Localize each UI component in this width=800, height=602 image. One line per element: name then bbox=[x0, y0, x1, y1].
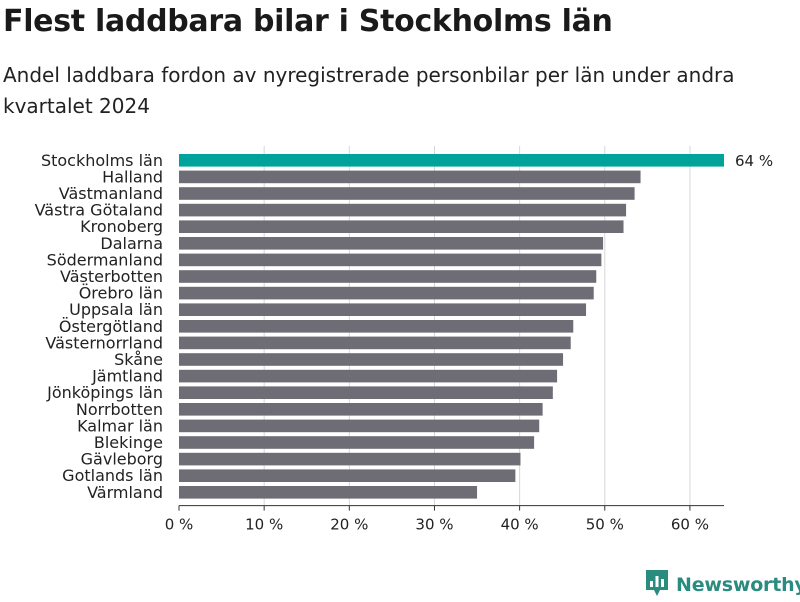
x-axis: 0 % 10 % 20 % 30 % 40 % 50 % 60 % bbox=[165, 505, 724, 534]
category-label: Skåne bbox=[114, 350, 163, 369]
bar-västerbotten bbox=[179, 270, 597, 283]
bar-kalmar-län bbox=[179, 419, 540, 433]
category-label: Gotlands län bbox=[62, 466, 163, 485]
category-label: Västmanland bbox=[59, 184, 163, 203]
x-tick-label: 20 % bbox=[330, 516, 368, 534]
newsworthy-logo: Newsworthy bbox=[644, 568, 800, 602]
bar-halland bbox=[179, 170, 641, 184]
bar-skåne bbox=[179, 353, 564, 366]
bar-värmland bbox=[179, 486, 478, 499]
x-tick-label: 40 % bbox=[501, 516, 539, 534]
category-label: Stockholms län bbox=[41, 151, 163, 170]
bar-blekinge bbox=[179, 436, 535, 449]
category-label: Västra Götaland bbox=[35, 201, 163, 220]
bar-södermanland bbox=[179, 253, 602, 267]
chart-subtitle: Andel laddbara fordon av nyregistrerade … bbox=[3, 63, 735, 118]
category-label: Dalarna bbox=[100, 234, 163, 253]
chart-title: Flest laddbara bilar i Stockholms län bbox=[3, 4, 613, 39]
bar-östergötland bbox=[179, 320, 574, 333]
newsworthy-logo-text: Newsworthy bbox=[676, 574, 800, 596]
category-label: Halland bbox=[102, 167, 163, 186]
category-label: Blekinge bbox=[94, 433, 163, 452]
bar-gävleborg bbox=[179, 452, 521, 466]
category-label: Södermanland bbox=[47, 250, 163, 269]
category-label: Jönköpings län bbox=[46, 383, 163, 402]
bar-norrbotten bbox=[179, 403, 543, 416]
bar-kronoberg bbox=[179, 220, 624, 233]
category-label: Östergötland bbox=[59, 317, 163, 336]
category-label: Kalmar län bbox=[77, 416, 163, 435]
category-label: Gävleborg bbox=[81, 450, 163, 469]
newsworthy-logo-icon bbox=[644, 568, 670, 602]
x-tick-label: 30 % bbox=[415, 516, 453, 534]
category-label: Kronoberg bbox=[80, 217, 163, 236]
bar-stockholms-län bbox=[179, 154, 724, 167]
category-label: Värmland bbox=[87, 483, 163, 502]
category-label: Uppsala län bbox=[69, 300, 163, 319]
x-tick-label: 0 % bbox=[165, 516, 194, 534]
bars: 64 % bbox=[179, 152, 773, 499]
category-label: Örebro län bbox=[79, 284, 163, 303]
category-label: Norrbotten bbox=[76, 400, 163, 419]
bar-jönköpings-län bbox=[179, 386, 553, 399]
bar-chart: 64 % Stockholms länHallandVästmanlandVäs… bbox=[35, 146, 773, 534]
bar-jämtland bbox=[179, 369, 558, 383]
highlight-value-label: 64 % bbox=[735, 152, 773, 170]
bar-uppsala-län bbox=[179, 303, 587, 316]
x-tick-label: 10 % bbox=[245, 516, 283, 534]
bar-gotlands-län bbox=[179, 469, 516, 482]
bar-västra-götaland bbox=[179, 203, 627, 217]
bar-örebro-län bbox=[179, 286, 594, 300]
bar-dalarna bbox=[179, 237, 604, 250]
bar-västernorrland bbox=[179, 336, 571, 350]
x-tick-label: 60 % bbox=[671, 516, 709, 534]
bar-västmanland bbox=[179, 187, 635, 200]
x-tick-label: 50 % bbox=[586, 516, 624, 534]
category-label: Västerbotten bbox=[60, 267, 163, 286]
category-label: Jämtland bbox=[91, 367, 163, 386]
category-label: Västernorrland bbox=[45, 333, 163, 352]
